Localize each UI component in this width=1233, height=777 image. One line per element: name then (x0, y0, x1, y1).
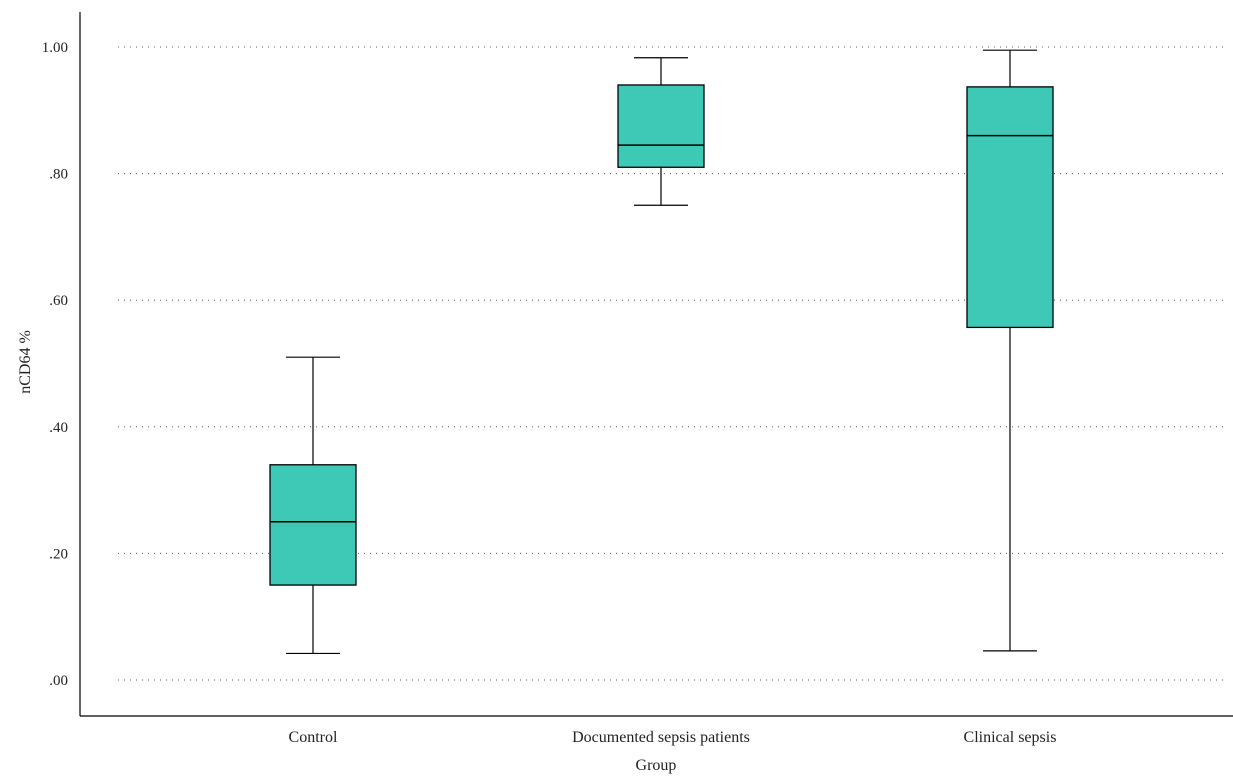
y-tick-label-2: .40 (49, 420, 68, 436)
box-group-2 (966, 49, 1054, 652)
box-group-1 (617, 57, 705, 206)
category-label-0: Control (289, 729, 338, 746)
iqr-box-2 (966, 86, 1054, 329)
boxes (269, 49, 1054, 655)
category-label-1: Documented sepsis patients (572, 729, 750, 746)
axes (79, 12, 1233, 717)
y-tick-label-0: .00 (49, 673, 68, 689)
y-tick-label-3: .60 (49, 293, 68, 309)
y-tick-labels: .00 .20 .40 .60 .80 1.00 (42, 40, 68, 689)
x-axis-label: Group (636, 757, 677, 774)
category-labels: Control Documented sepsis patients Clinica… (289, 729, 1057, 746)
iqr-box-0 (269, 464, 357, 586)
y-tick-label-1: .20 (49, 546, 68, 562)
box-group-0 (269, 356, 357, 655)
iqr-box-1 (617, 84, 705, 168)
y-axis-label: nCD64 % (17, 330, 34, 394)
y-tick-label-4: .80 (49, 167, 68, 183)
category-label-2: Clinical sepsis (964, 729, 1057, 746)
y-tick-label-5: 1.00 (42, 40, 68, 56)
